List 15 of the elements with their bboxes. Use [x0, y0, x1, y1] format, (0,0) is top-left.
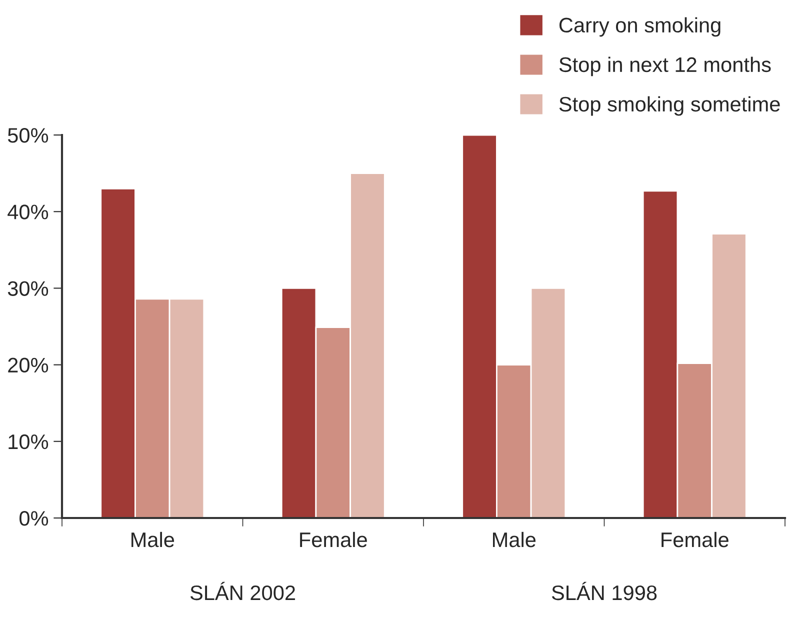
text: SLÁN 1998	[552, 582, 657, 600]
legend-label: Stop in next 12 months	[559, 56, 771, 76]
x-tick-label: Female	[300, 532, 367, 548]
legend-label: Carry on smoking	[559, 17, 720, 37]
x-tick-label: Female	[662, 532, 728, 548]
text: SLÁN 2002	[190, 582, 295, 600]
y-tick-label: 10%	[8, 434, 48, 450]
y-tick-label: 20%	[8, 358, 48, 373]
x-tick-label: Male	[132, 532, 174, 548]
y-tick-label: 40%	[8, 204, 48, 220]
y-tick-label: 50%	[8, 128, 48, 143]
legend-label: Stop smoking sometime	[559, 96, 780, 116]
y-tick-label: 0%	[20, 511, 48, 526]
x-tick-label: Male	[493, 532, 536, 548]
y-tick-label: 30%	[8, 281, 48, 296]
